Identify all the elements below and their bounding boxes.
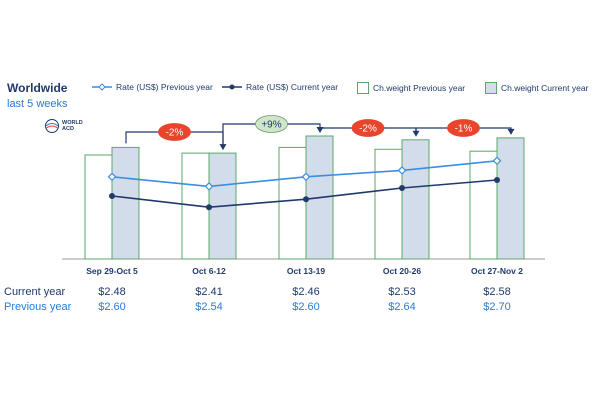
current-year-row-label: Current year [4,286,66,298]
change-arrow-3 [507,128,515,135]
legend-rate-prev-label: Rate (US$) Previous year [116,82,213,92]
change-pill-3 [447,119,480,137]
x-tick-label-2: Oct 13-19 [287,266,326,276]
change-label-2: -2% [359,124,377,135]
current-year-value-4: $2.58 [483,286,511,298]
x-tick-label-3: Oct 20-26 [383,266,422,276]
bar-weight-cur-0 [111,146,140,260]
logo-line1: WORLD [62,120,83,126]
change-label-3: -1% [455,124,473,135]
change-pill-2 [351,119,385,137]
bar-weight-prev-2 [278,146,307,260]
x-tick-label-1: Oct 6-12 [192,266,226,276]
previous-year-value-3: $2.64 [388,301,416,313]
rate-prev-point-0 [107,172,117,182]
current-year-value-3: $2.53 [388,286,416,298]
legend-weight-cur-label: Ch.weight Current year [501,83,589,93]
change-pill-1 [255,115,288,133]
legend-rate-cur-label: Rate (US$) Current year [246,82,339,92]
rate-prev-point-1 [204,182,214,191]
legend-weight-cur: Ch.weight Current year [485,82,588,94]
previous-year-value-1: $2.54 [195,301,223,313]
legend-weight-prev-swatch [357,82,369,94]
bar-weight-prev-3 [374,148,403,260]
rate-cur-point-4 [494,177,500,183]
rate-cur-point-3 [399,185,405,191]
previous-year-value-2: $2.60 [292,301,320,313]
previous-year-row-label: Previous year [4,301,72,313]
legend-rate-prev-swatch [92,83,112,91]
legend-rate-cur-swatch [222,84,242,90]
globe-icon [45,119,59,133]
rate-prev-point-3 [397,166,407,175]
previous-year-value-0: $2.60 [98,301,126,313]
rate-cur-point-0 [109,193,115,199]
rate-cur-point-2 [303,196,309,203]
rate-prev-point-4 [492,156,502,166]
change-label-0: -2% [166,128,184,139]
legend-weight-prev: Ch.weight Previous year [357,82,465,94]
rate-prev-point-2 [301,172,311,182]
current-year-value-2: $2.46 [292,286,320,298]
legend-weight-cur-swatch [485,82,497,94]
bar-weight-cur-3 [401,139,430,260]
x-tick-label-0: Sep 29-Oct 5 [86,266,138,276]
bar-weight-cur-4 [496,137,525,260]
rate-cur-point-1 [206,204,212,211]
x-tick-label-4: Oct 27-Nov 2 [471,266,523,276]
current-year-value-0: $2.48 [98,286,126,298]
world-acd-logo: WORLD ACD [44,118,86,136]
change-pill-0 [158,123,191,141]
legend-rate-prev: Rate (US$) Previous year [92,82,213,92]
previous-year-value-4: $2.70 [483,301,511,313]
logo-line2: ACD [62,126,74,132]
bar-weight-prev-0 [84,154,113,260]
current-year-value-1: $2.41 [195,286,223,298]
change-label-1: +9% [261,120,281,131]
chart-subtitle: last 5 weeks [7,98,68,110]
bar-weight-prev-4 [469,150,498,260]
legend-weight-prev-label: Ch.weight Previous year [373,83,466,93]
legend-rate-cur: Rate (US$) Current year [222,82,338,92]
chart-title: Worldwide [7,81,68,95]
